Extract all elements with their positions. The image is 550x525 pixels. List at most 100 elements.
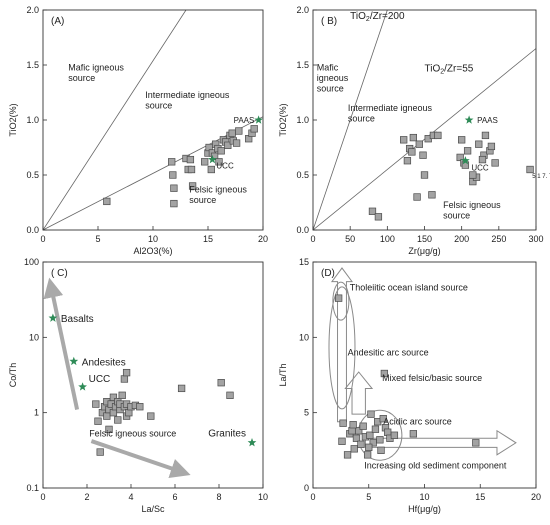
- x-axis-label: Zr(μg/g): [408, 246, 440, 256]
- sample-point: [109, 409, 118, 417]
- panel-letter: (D): [321, 268, 335, 279]
- sample-point: [352, 434, 361, 442]
- sample-point: [357, 440, 365, 448]
- reference-star: [78, 382, 87, 391]
- y-tick-label: 2.0: [296, 5, 309, 15]
- sample-point: [170, 199, 178, 208]
- region-label: Mafic igneous source: [68, 63, 124, 84]
- region-label: Intermediate igneous source: [145, 90, 230, 111]
- region-label: Tholeiitic ocean island source: [350, 283, 468, 293]
- trend-arrow-shape: [330, 267, 354, 423]
- x-tick-label: 20: [531, 492, 541, 502]
- plot-area: [43, 10, 263, 230]
- sample-point: [384, 428, 392, 436]
- region-label: Felsic igneous source: [443, 200, 501, 221]
- line-label: TiO2/Zr=200: [350, 11, 405, 23]
- axes-frame: [42, 261, 264, 489]
- reference-star: [464, 115, 474, 124]
- sample-point: [92, 400, 100, 408]
- panel-d-lath-vs-hf: (D) Hf(μg/g) La/Th 0 5 10 15 20 0 5 10 15 Tholeii…: [278, 257, 541, 514]
- x-axis-label: Al2O3(%): [133, 246, 172, 256]
- plot-area: [328, 267, 517, 461]
- reference-label: UCC: [471, 164, 489, 173]
- x-axis-label: Hf(μg/g): [408, 504, 441, 514]
- reference-label: Andesites: [82, 357, 126, 368]
- region-label: Increasing old sediment component: [364, 460, 507, 470]
- reference-label: PAAS: [234, 116, 255, 125]
- sample-point: [469, 171, 477, 179]
- sample-point: [217, 147, 225, 155]
- sample-point: [186, 155, 195, 164]
- x-tick-label: 20: [258, 234, 268, 244]
- sample-point: [217, 379, 225, 387]
- sample-point: [348, 427, 356, 435]
- y-axis-label: TiO2(%): [278, 103, 288, 136]
- reference-star: [247, 438, 257, 447]
- y-tick-label: 1.5: [296, 60, 309, 70]
- x-tick-label: 0: [40, 492, 45, 502]
- sample-point: [413, 193, 421, 201]
- sample-point: [409, 133, 417, 142]
- y-tick-label: 1.0: [26, 115, 39, 125]
- sample-point: [409, 430, 417, 438]
- y-tick-label: 100: [24, 257, 39, 267]
- sample-point: [400, 136, 408, 144]
- sample-point: [363, 451, 372, 459]
- sample-point: [472, 439, 480, 447]
- sample-point: [120, 375, 129, 383]
- panel-letter: ( B): [321, 16, 337, 27]
- sample-point: [215, 158, 223, 166]
- sample-point: [367, 410, 375, 418]
- andesitic-arc-field: [328, 286, 356, 410]
- reference-star: [208, 155, 217, 164]
- sample-point: [232, 139, 241, 147]
- sample-point: [94, 417, 102, 425]
- sample-point: [334, 294, 343, 302]
- x-tick-label: 50: [345, 234, 355, 244]
- sample-point: [371, 425, 380, 433]
- sample-point: [343, 451, 352, 459]
- region-label: Intermediate igneous source: [348, 103, 433, 124]
- sample-point: [456, 153, 464, 162]
- x-tick-label: 8: [216, 492, 221, 502]
- sample-point: [420, 171, 429, 179]
- plot-area: [43, 277, 257, 478]
- sample-point: [207, 165, 215, 174]
- x-tick-label: 150: [417, 234, 432, 244]
- y-axis-label: TiO2(%): [8, 103, 18, 136]
- sample-point: [226, 391, 234, 399]
- plot-area: [313, 10, 536, 230]
- sample-point: [188, 182, 197, 190]
- panel-b-tio2-vs-zr: ( B) Zr(μg/g) TiO2(%) 0 50 100 150 200 250 300…: [278, 5, 550, 256]
- panel-c-coth-vs-lasc: ( C) La/Sc Co/Th 0 2 4 6 8 10 0.1 1 10 100 Felsic …: [8, 257, 268, 514]
- axes-frame: [42, 9, 264, 231]
- sample-point: [136, 403, 144, 411]
- x-tick-label: 5: [95, 234, 100, 244]
- sample-point: [379, 415, 387, 423]
- sample-point: [118, 391, 126, 399]
- sample-point: [105, 425, 113, 434]
- y-tick-label: 1.5: [26, 60, 39, 70]
- sample-point: [491, 159, 499, 167]
- sample-point: [365, 443, 373, 451]
- x-tick-label: 4: [128, 492, 133, 502]
- sample-point: [224, 141, 232, 149]
- point-annotation: 5 1 7. 7: [532, 174, 550, 180]
- x-tick-label: 250: [491, 234, 506, 244]
- sample-point: [481, 131, 490, 140]
- axes-frame: [312, 9, 537, 231]
- sample-point: [359, 422, 367, 430]
- y-tick-label: 1.0: [296, 115, 309, 125]
- x-tick-label: 5: [366, 492, 371, 502]
- tholeiitic-field: [332, 281, 350, 321]
- trend-arrow: [43, 277, 80, 410]
- x-tick-label: 10: [419, 492, 429, 502]
- trend-arrow: [90, 439, 191, 478]
- x-tick-label: 200: [454, 234, 469, 244]
- region-label: Andesitic arc source: [348, 347, 429, 357]
- sample-point: [376, 436, 384, 444]
- line-label: TiO2/Zr=55: [425, 64, 474, 76]
- sample-point: [366, 431, 374, 439]
- sample-point: [170, 184, 178, 192]
